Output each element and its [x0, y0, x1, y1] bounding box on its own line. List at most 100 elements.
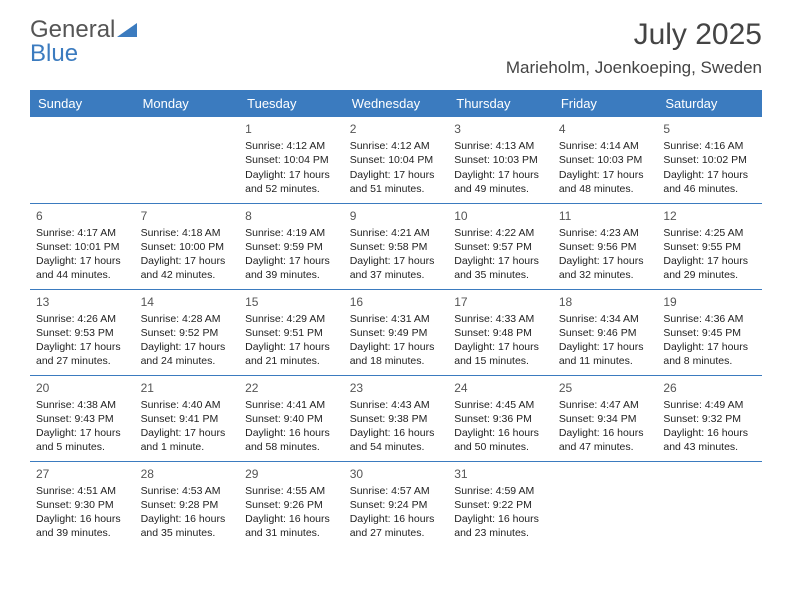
- sunset-text: Sunset: 9:48 PM: [454, 326, 547, 340]
- weekday-header: Tuesday: [239, 90, 344, 117]
- day-number: 24: [454, 380, 547, 396]
- daylight-text: Daylight: 17 hours and 24 minutes.: [141, 340, 234, 368]
- calendar-cell: 24Sunrise: 4:45 AMSunset: 9:36 PMDayligh…: [448, 375, 553, 461]
- sunset-text: Sunset: 9:24 PM: [350, 498, 443, 512]
- calendar-body: 1Sunrise: 4:12 AMSunset: 10:04 PMDayligh…: [30, 117, 762, 547]
- day-number: 17: [454, 294, 547, 310]
- sunset-text: Sunset: 9:53 PM: [36, 326, 129, 340]
- day-number: 10: [454, 208, 547, 224]
- calendar-cell: 14Sunrise: 4:28 AMSunset: 9:52 PMDayligh…: [135, 289, 240, 375]
- sunrise-text: Sunrise: 4:12 AM: [245, 139, 338, 153]
- sunset-text: Sunset: 9:57 PM: [454, 240, 547, 254]
- calendar-cell: 9Sunrise: 4:21 AMSunset: 9:58 PMDaylight…: [344, 203, 449, 289]
- day-number: 8: [245, 208, 338, 224]
- sunset-text: Sunset: 9:38 PM: [350, 412, 443, 426]
- sunset-text: Sunset: 10:02 PM: [663, 153, 756, 167]
- daylight-text: Daylight: 17 hours and 8 minutes.: [663, 340, 756, 368]
- sunset-text: Sunset: 9:46 PM: [559, 326, 652, 340]
- sunset-text: Sunset: 10:03 PM: [559, 153, 652, 167]
- calendar-cell: 6Sunrise: 4:17 AMSunset: 10:01 PMDayligh…: [30, 203, 135, 289]
- sunrise-text: Sunrise: 4:57 AM: [350, 484, 443, 498]
- calendar-cell: 15Sunrise: 4:29 AMSunset: 9:51 PMDayligh…: [239, 289, 344, 375]
- daylight-text: Daylight: 16 hours and 31 minutes.: [245, 512, 338, 540]
- sunrise-text: Sunrise: 4:25 AM: [663, 226, 756, 240]
- sunrise-text: Sunrise: 4:16 AM: [663, 139, 756, 153]
- day-number: 7: [141, 208, 234, 224]
- sunset-text: Sunset: 9:56 PM: [559, 240, 652, 254]
- calendar-cell: 22Sunrise: 4:41 AMSunset: 9:40 PMDayligh…: [239, 375, 344, 461]
- day-number: 20: [36, 380, 129, 396]
- sunrise-text: Sunrise: 4:33 AM: [454, 312, 547, 326]
- calendar-row: 20Sunrise: 4:38 AMSunset: 9:43 PMDayligh…: [30, 375, 762, 461]
- calendar-cell: 18Sunrise: 4:34 AMSunset: 9:46 PMDayligh…: [553, 289, 658, 375]
- sunrise-text: Sunrise: 4:43 AM: [350, 398, 443, 412]
- daylight-text: Daylight: 17 hours and 46 minutes.: [663, 168, 756, 196]
- daylight-text: Daylight: 16 hours and 54 minutes.: [350, 426, 443, 454]
- sunrise-text: Sunrise: 4:26 AM: [36, 312, 129, 326]
- calendar-table: SundayMondayTuesdayWednesdayThursdayFrid…: [30, 90, 762, 547]
- daylight-text: Daylight: 17 hours and 15 minutes.: [454, 340, 547, 368]
- daylight-text: Daylight: 17 hours and 52 minutes.: [245, 168, 338, 196]
- day-number: 2: [350, 121, 443, 137]
- daylight-text: Daylight: 16 hours and 58 minutes.: [245, 426, 338, 454]
- daylight-text: Daylight: 17 hours and 48 minutes.: [559, 168, 652, 196]
- sunset-text: Sunset: 9:26 PM: [245, 498, 338, 512]
- calendar-cell: 2Sunrise: 4:12 AMSunset: 10:04 PMDayligh…: [344, 117, 449, 203]
- sunset-text: Sunset: 10:01 PM: [36, 240, 129, 254]
- day-number: 16: [350, 294, 443, 310]
- sunrise-text: Sunrise: 4:12 AM: [350, 139, 443, 153]
- day-number: 14: [141, 294, 234, 310]
- weekday-header: Sunday: [30, 90, 135, 117]
- logo: General Blue: [30, 18, 137, 66]
- daylight-text: Daylight: 16 hours and 43 minutes.: [663, 426, 756, 454]
- calendar-head: SundayMondayTuesdayWednesdayThursdayFrid…: [30, 90, 762, 117]
- sunrise-text: Sunrise: 4:18 AM: [141, 226, 234, 240]
- calendar-cell: 3Sunrise: 4:13 AMSunset: 10:03 PMDayligh…: [448, 117, 553, 203]
- sunset-text: Sunset: 9:52 PM: [141, 326, 234, 340]
- daylight-text: Daylight: 16 hours and 23 minutes.: [454, 512, 547, 540]
- calendar-cell: 4 Sunrise: 4:14 AMSunset: 10:03 PMDayligh…: [553, 117, 658, 203]
- day-number: 5: [663, 121, 756, 137]
- day-number: 9: [350, 208, 443, 224]
- calendar-row: 6Sunrise: 4:17 AMSunset: 10:01 PMDayligh…: [30, 203, 762, 289]
- daylight-text: Daylight: 17 hours and 42 minutes.: [141, 254, 234, 282]
- sunrise-text: Sunrise: 4:45 AM: [454, 398, 547, 412]
- sunrise-text: Sunrise: 4:23 AM: [559, 226, 652, 240]
- daylight-text: Daylight: 17 hours and 44 minutes.: [36, 254, 129, 282]
- logo-triangle-icon: [117, 16, 137, 43]
- sunrise-text: Sunrise: 4:31 AM: [350, 312, 443, 326]
- daylight-text: Daylight: 17 hours and 32 minutes.: [559, 254, 652, 282]
- sunrise-text: Sunrise: 4:40 AM: [141, 398, 234, 412]
- sunrise-text: Sunrise: 4:17 AM: [36, 226, 129, 240]
- calendar-cell: 29Sunrise: 4:55 AMSunset: 9:26 PMDayligh…: [239, 461, 344, 547]
- sunset-text: Sunset: 10:03 PM: [454, 153, 547, 167]
- logo-part2: Blue: [30, 40, 78, 67]
- day-number: 31: [454, 466, 547, 482]
- daylight-text: Daylight: 16 hours and 39 minutes.: [36, 512, 129, 540]
- sunset-text: Sunset: 10:04 PM: [350, 153, 443, 167]
- month-title: July 2025: [506, 18, 762, 52]
- logo-part1: General: [30, 16, 115, 43]
- day-number: 22: [245, 380, 338, 396]
- calendar-cell: 11Sunrise: 4:23 AMSunset: 9:56 PMDayligh…: [553, 203, 658, 289]
- day-number: 4: [559, 121, 652, 137]
- day-number: 30: [350, 466, 443, 482]
- calendar-cell: 20Sunrise: 4:38 AMSunset: 9:43 PMDayligh…: [30, 375, 135, 461]
- sunrise-text: Sunrise: 4:47 AM: [559, 398, 652, 412]
- location-text: Marieholm, Joenkoeping, Sweden: [506, 58, 762, 78]
- sunset-text: Sunset: 9:49 PM: [350, 326, 443, 340]
- sunrise-text: Sunrise: 4:14 AM: [559, 139, 652, 153]
- sunset-text: Sunset: 9:55 PM: [663, 240, 756, 254]
- calendar-cell: 13Sunrise: 4:26 AMSunset: 9:53 PMDayligh…: [30, 289, 135, 375]
- calendar-cell: 31Sunrise: 4:59 AMSunset: 9:22 PMDayligh…: [448, 461, 553, 547]
- calendar-cell: 16Sunrise: 4:31 AMSunset: 9:49 PMDayligh…: [344, 289, 449, 375]
- calendar-cell: 23Sunrise: 4:43 AMSunset: 9:38 PMDayligh…: [344, 375, 449, 461]
- calendar-cell: 10Sunrise: 4:22 AMSunset: 9:57 PMDayligh…: [448, 203, 553, 289]
- daylight-text: Daylight: 17 hours and 35 minutes.: [454, 254, 547, 282]
- calendar-cell: 8Sunrise: 4:19 AMSunset: 9:59 PMDaylight…: [239, 203, 344, 289]
- calendar-cell: 28Sunrise: 4:53 AMSunset: 9:28 PMDayligh…: [135, 461, 240, 547]
- sunset-text: Sunset: 10:04 PM: [245, 153, 338, 167]
- day-number: 13: [36, 294, 129, 310]
- sunrise-text: Sunrise: 4:55 AM: [245, 484, 338, 498]
- sunrise-text: Sunrise: 4:36 AM: [663, 312, 756, 326]
